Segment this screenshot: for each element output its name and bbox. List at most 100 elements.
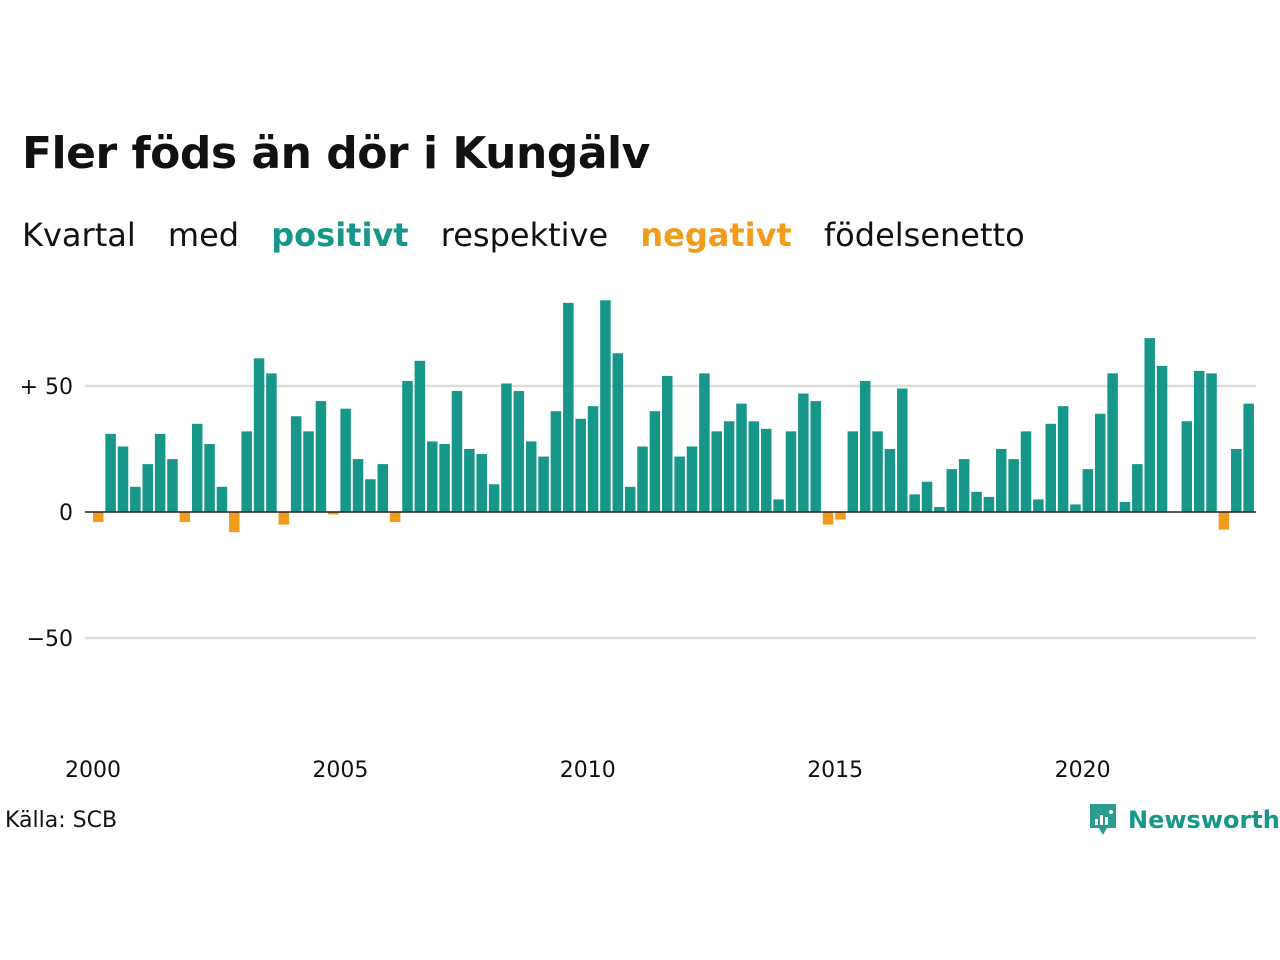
bar [501,383,512,512]
source-note: Källa: SCB [5,808,118,833]
newsworthy-logo-icon [1090,804,1116,835]
bar [1082,469,1094,512]
bar [1231,449,1242,512]
chart-title: Fler föds än dör i Kungälv [22,128,650,179]
bar [934,506,945,512]
x-tick-label: 2015 [807,758,863,783]
bar [328,512,339,515]
subtitle-negative: negativt [640,216,792,254]
bar [414,360,426,512]
bar [1045,423,1056,512]
bar [872,431,883,512]
bar [1070,504,1081,512]
bar [389,512,401,523]
bar [1094,413,1106,512]
x-tick-label: 2000 [65,758,121,783]
bar [142,464,153,512]
bar [253,358,265,512]
bar [773,499,784,512]
bar [352,459,364,512]
bar [216,486,228,512]
bar [105,433,116,512]
bar [1107,373,1118,512]
bar [1057,406,1069,512]
brand-logo: Newsworthy [1088,802,1280,838]
bar [699,373,710,512]
bar [1206,373,1217,512]
bar [303,431,314,512]
subtitle-word: med [167,216,240,254]
bar [822,512,834,525]
bar [563,302,574,512]
bar [204,443,215,512]
bar [575,418,586,512]
bar [637,446,648,512]
bar [1156,365,1168,512]
bar [154,433,166,512]
bar [117,446,129,512]
subtitle-word: Kvartal [22,216,136,254]
subtitle-positive: positivt [271,216,409,254]
bar [476,454,487,512]
bar [340,408,351,512]
bar [426,441,438,512]
bar [1218,512,1230,530]
bar [229,512,240,533]
bar [946,469,958,512]
bar [488,484,500,512]
bar [921,481,933,512]
bar [736,403,747,512]
bar [402,380,413,512]
bar [278,512,290,525]
x-tick-label: 2020 [1055,758,1111,783]
bar [785,431,797,512]
bar [241,431,252,512]
bar [167,459,178,512]
bar [884,449,896,512]
bar [897,388,908,512]
y-tick-label: 0 [59,501,73,526]
bar [1008,459,1019,512]
bar [525,441,537,512]
bar [983,496,995,512]
bar [179,512,191,523]
bar [1144,338,1155,512]
bar [550,411,562,512]
bar [600,300,611,512]
bar-chart: + 50 0 −50 2000 2005 2010 2015 2020 [20,300,1256,783]
bar [1243,403,1254,512]
bar [1181,421,1193,512]
brand-name: Newsworthy [1128,806,1280,834]
subtitle-word: respektive [440,216,609,254]
bar [958,459,970,512]
bar [798,393,809,512]
bar [464,449,475,512]
x-tick-label: 2010 [560,758,616,783]
chart-subtitle: Kvartal med positivt respektive negativt… [22,216,1047,254]
bar [810,401,821,512]
bar [674,456,685,512]
bar [971,491,982,512]
bar [587,406,599,512]
bar [1193,370,1205,512]
bar [451,391,463,512]
bar [996,449,1007,512]
bar [649,411,661,512]
bar [93,512,104,523]
bar [1132,464,1143,512]
bar [612,353,624,512]
bar [1033,499,1044,512]
bar [513,391,525,512]
bar [711,431,722,512]
bar [377,464,389,512]
subtitle-word: födelsenetto [823,216,1025,254]
bar [315,401,327,512]
bar [760,428,772,512]
y-tick-label: + 50 [20,375,73,400]
bar [191,423,203,512]
bar [624,486,636,512]
bar [290,416,302,512]
bar [686,446,698,512]
bar [365,479,376,512]
bar [847,431,859,512]
